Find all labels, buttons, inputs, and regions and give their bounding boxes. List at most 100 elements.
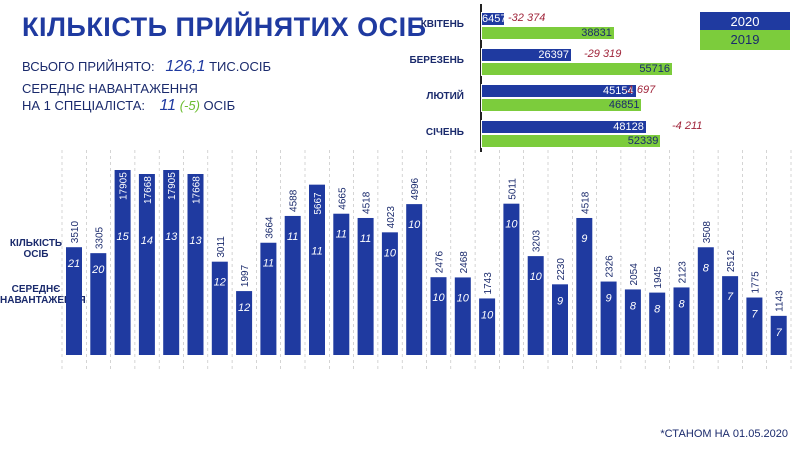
bar-load-label: 9 <box>581 233 587 245</box>
month-label: СІЧЕНЬ <box>425 127 464 138</box>
bar-2020: 6457 <box>481 12 507 26</box>
bar-value-label: 3305 <box>94 226 105 249</box>
bar-value-label: 5011 <box>507 178 518 200</box>
bar-value-label: 1775 <box>750 271 761 294</box>
bar-value-label: 2230 <box>556 258 567 281</box>
bar <box>454 277 471 355</box>
bar-load-label: 9 <box>606 293 612 305</box>
bar-value-label: 3011 <box>216 236 227 258</box>
bar <box>138 174 155 355</box>
bar-value-label: 3664 <box>264 216 275 239</box>
bar-load-label: 11 <box>287 231 298 243</box>
legend-2020: 2020 <box>700 12 790 32</box>
bar <box>600 281 617 355</box>
bar-load-label: 8 <box>678 298 685 310</box>
bar <box>309 184 325 355</box>
bar <box>381 232 398 355</box>
bar <box>357 217 374 355</box>
bar-value-label: 2476 <box>435 251 446 274</box>
footnote: *СТАНОМ НА 01.05.2020 <box>660 428 788 440</box>
bar-value-label: 3508 <box>702 221 713 244</box>
bar-load-label: 21 <box>67 258 80 270</box>
total-value: 126,1 <box>165 58 206 75</box>
bar <box>163 170 180 355</box>
month-label: БЕРЕЗЕНЬ <box>409 55 464 66</box>
bar-load-label: 12 <box>214 277 226 289</box>
bar-value-label: 1997 <box>240 264 251 287</box>
bar <box>673 287 690 355</box>
load-unit: ОСІБ <box>203 98 236 113</box>
bar-value-label: 2512 <box>726 249 737 272</box>
bar <box>90 253 107 355</box>
load-line: НА 1 СПЕЦІАЛІСТА: 11 (-5) ОСІБ <box>22 97 235 115</box>
bar <box>527 256 544 355</box>
difference-label: -29 319 <box>584 48 622 60</box>
bar-value-label: 4518 <box>362 191 373 214</box>
load-row-label: СЕРЕДНЄ НАВАНТАЖЕННЯ <box>0 284 86 306</box>
bar-value-label: 4518 <box>580 191 591 214</box>
load-label-line-2: НАВАНТАЖЕННЯ <box>0 295 86 306</box>
load-change: (-5) <box>179 98 200 113</box>
bar-load-label: 13 <box>189 235 202 247</box>
bar-value-label: 4665 <box>337 187 348 210</box>
bar-load-label: 11 <box>360 233 371 245</box>
month-label: ЛЮТИЙ <box>426 91 464 102</box>
bar <box>624 289 641 355</box>
bar-value-label: 17668 <box>143 176 154 204</box>
month-label: КВІТЕНЬ <box>420 19 464 30</box>
bar-load-label: 13 <box>165 231 178 243</box>
bar-value-label: 4588 <box>289 189 300 212</box>
bar-value-label: 17905 <box>119 172 130 200</box>
bar-value-label: 2326 <box>605 255 616 278</box>
bar-value-label: 1743 <box>483 272 494 295</box>
bar-2020: 48128 <box>481 120 647 134</box>
bar <box>260 242 277 355</box>
bar <box>576 217 593 355</box>
bar-load-label: 10 <box>505 219 518 231</box>
bar-load-label: 10 <box>457 292 470 304</box>
bar-load-label: 8 <box>703 262 710 274</box>
bar <box>697 247 714 355</box>
bar <box>284 215 301 355</box>
bar-2019: 52339 <box>481 134 662 148</box>
bar <box>649 292 666 355</box>
load-label-line-1: СЕРЕДНЄ НАВАНТАЖЕННЯ <box>22 81 198 96</box>
bar <box>503 203 520 355</box>
bar-load-label: 8 <box>630 300 637 312</box>
bar-load-label: 7 <box>776 327 783 339</box>
bar-value-label: 3510 <box>70 221 81 244</box>
bar-value-label: 17905 <box>167 172 178 200</box>
bar <box>552 284 568 355</box>
bar-load-label: 10 <box>432 292 445 304</box>
bar-load-label: 7 <box>751 309 758 321</box>
total-line: ВСЬОГО ПРИЙНЯТО: 126,1 ТИС.ОСІБ <box>22 58 271 76</box>
bar-load-label: 11 <box>336 229 347 241</box>
bar-load-label: 20 <box>91 264 105 276</box>
load-value: 11 <box>159 97 177 114</box>
bar-load-label: 11 <box>311 246 322 258</box>
load-label-line-1: СЕРЕДНЄ <box>11 284 61 295</box>
difference-label: -4 211 <box>672 120 703 132</box>
load-label: НА 1 СПЕЦІАЛІСТА: <box>22 98 145 113</box>
difference-label: -32 374 <box>508 12 546 24</box>
bar-2019: 55716 <box>481 62 673 76</box>
bar <box>479 298 496 355</box>
bar-value-label: 17668 <box>192 176 203 204</box>
bar <box>746 297 763 355</box>
bar-value-label: 4023 <box>386 206 397 229</box>
bar-load-label: 10 <box>408 219 421 231</box>
bar <box>187 174 204 355</box>
bar <box>722 276 739 355</box>
count-label-line-2: ОСІБ <box>23 249 49 260</box>
page-title: КІЛЬКІСТЬ ПРИЙНЯТИХ ОСІБ <box>22 12 427 42</box>
bar-value-label: 2054 <box>629 263 640 286</box>
count-row-label: КІЛЬКІСТЬ ОСІБ <box>0 238 72 260</box>
bar-value-label: 4996 <box>410 177 421 200</box>
bar-value-label: 3203 <box>532 229 543 252</box>
bar <box>770 315 787 355</box>
legend-2019: 2019 <box>700 30 790 50</box>
bar-value-label: 1143 <box>775 290 786 312</box>
bar-load-label: 10 <box>384 247 397 259</box>
bar <box>114 170 131 355</box>
